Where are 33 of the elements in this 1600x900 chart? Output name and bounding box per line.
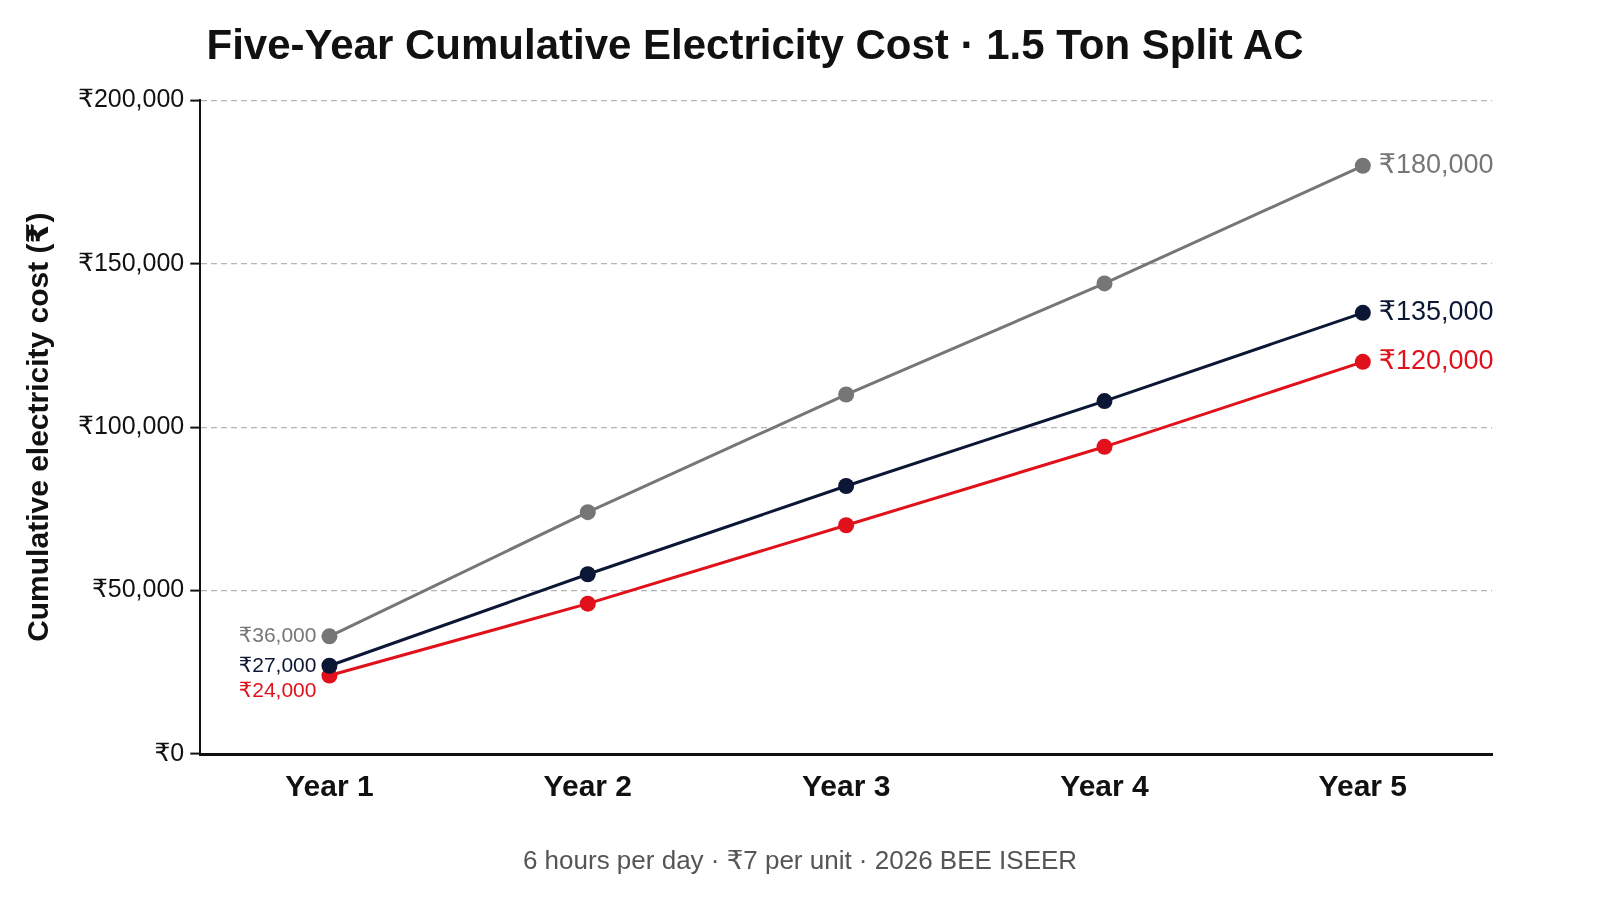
point bbox=[1096, 393, 1113, 410]
point bbox=[579, 566, 596, 583]
point bbox=[579, 504, 596, 521]
data-label: ₹36,000 bbox=[238, 623, 317, 647]
y-tick-label: ₹150,000 bbox=[77, 247, 185, 276]
x-tick-label: Year 5 bbox=[1318, 769, 1408, 803]
text: 6 hours per day · ₹7 per unit · 2026 BEE ISEER bbox=[522, 845, 1078, 876]
point bbox=[1354, 157, 1371, 174]
data-label: ₹27,000 bbox=[238, 652, 317, 676]
y-tick-label: ₹0 bbox=[154, 737, 185, 766]
y-tick-label: ₹100,000 bbox=[77, 411, 185, 440]
point bbox=[838, 478, 855, 495]
data-label: ₹180,000 bbox=[1378, 149, 1494, 180]
point bbox=[321, 657, 338, 674]
chart-title: Five-Year Cumulative Electricity Cost · 1.5 Ton Split AC bbox=[206, 20, 1304, 68]
y-tick-label: ₹200,000 bbox=[77, 84, 185, 113]
point bbox=[1354, 353, 1371, 370]
x-tick-label: Year 2 bbox=[543, 769, 632, 803]
point bbox=[1096, 275, 1113, 292]
point bbox=[321, 628, 338, 645]
x-tick-label: Year 3 bbox=[801, 769, 891, 803]
data-label: ₹120,000 bbox=[1378, 345, 1494, 376]
x-tick-label: Year 4 bbox=[1060, 769, 1149, 803]
data-label: ₹24,000 bbox=[238, 677, 317, 701]
point bbox=[1096, 438, 1113, 455]
x-tick-label: Year 1 bbox=[285, 769, 374, 803]
y-axis-title: Cumulative electricity cost (₹) bbox=[21, 212, 55, 642]
point bbox=[579, 595, 596, 612]
data-label: ₹135,000 bbox=[1378, 296, 1494, 327]
y-tick-label: ₹50,000 bbox=[91, 574, 185, 603]
point bbox=[838, 517, 855, 534]
point bbox=[1354, 304, 1371, 321]
point bbox=[838, 386, 855, 403]
